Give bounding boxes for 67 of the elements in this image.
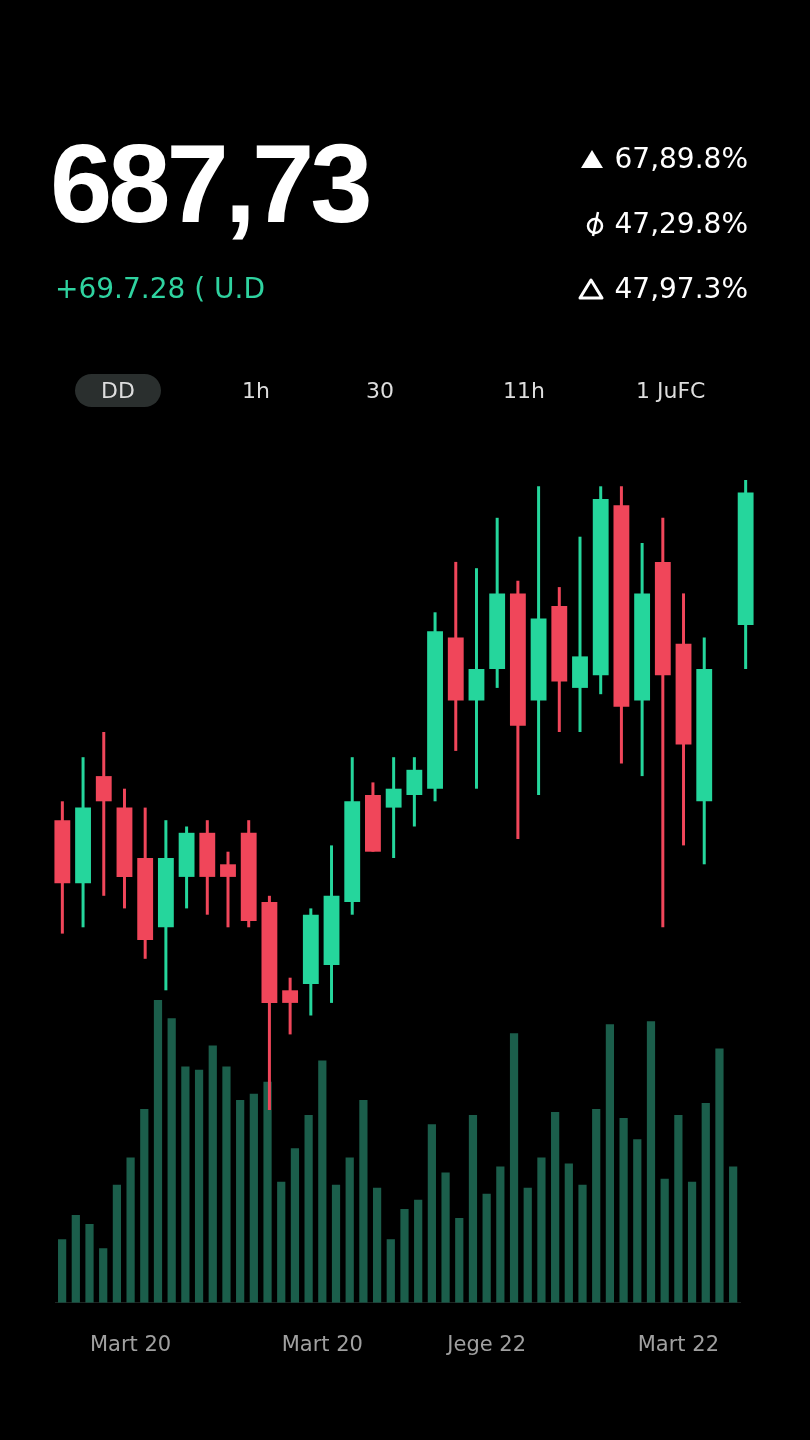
bar [263, 1081, 272, 1303]
x-tick-label: Mart 20 [89, 1331, 172, 1356]
text: 47,97.3% [614, 272, 748, 305]
bar [660, 1178, 669, 1303]
text: DD [75, 374, 161, 407]
bar [85, 1224, 94, 1303]
bar [112, 1184, 122, 1303]
candlestick [220, 851, 236, 928]
bar [509, 1033, 519, 1303]
bar [619, 1118, 628, 1303]
bar [181, 1066, 190, 1303]
text: 1h [242, 378, 270, 403]
bar [153, 1000, 163, 1303]
bar [729, 1166, 738, 1303]
bar [592, 1109, 601, 1303]
x-tick-label: Mart 20 [281, 1331, 363, 1356]
bar [687, 1181, 697, 1303]
bar [455, 1218, 464, 1303]
bar [222, 1066, 231, 1303]
bar [400, 1208, 409, 1303]
bar [441, 1172, 450, 1303]
candlestick [385, 757, 402, 858]
text: 67,89.8% [614, 142, 748, 175]
bar [99, 1248, 108, 1303]
bar [345, 1157, 354, 1303]
bar [646, 1021, 656, 1303]
bar [537, 1157, 546, 1303]
bar [71, 1214, 80, 1303]
text: 1 JuFC [636, 378, 706, 403]
bar [701, 1102, 710, 1303]
bar [359, 1099, 368, 1303]
bar [331, 1184, 341, 1303]
candlestick [282, 977, 299, 1035]
bar [277, 1181, 286, 1303]
bar [715, 1048, 724, 1303]
bar [167, 1018, 176, 1303]
bar [633, 1139, 642, 1303]
text: 687,73 [50, 121, 369, 246]
bar [126, 1157, 135, 1303]
bar [304, 1115, 313, 1303]
bar [551, 1112, 560, 1303]
bar [578, 1184, 587, 1303]
text: 11h [503, 378, 545, 403]
bar [427, 1124, 436, 1303]
x-tick-label: Mart 22 [637, 1331, 720, 1356]
bar [605, 1024, 615, 1303]
bar [496, 1166, 505, 1303]
text: +69.7.28 ( U.D [55, 272, 266, 305]
bar [674, 1115, 683, 1303]
bar [564, 1163, 573, 1303]
bar [249, 1093, 258, 1303]
x-tick-label: Jege 22 [445, 1331, 527, 1356]
bar [290, 1148, 300, 1303]
bar [386, 1239, 395, 1303]
bar [140, 1109, 149, 1303]
bar [414, 1199, 423, 1303]
bar [208, 1045, 217, 1303]
bar [482, 1193, 491, 1303]
bar [58, 1239, 67, 1303]
bar [468, 1115, 478, 1303]
text: 30 [366, 378, 394, 403]
bar [236, 1099, 245, 1303]
bar [194, 1069, 204, 1303]
bar [372, 1187, 382, 1303]
bar [318, 1060, 327, 1303]
text: 47,29.8% [614, 207, 748, 240]
bar [523, 1187, 532, 1303]
